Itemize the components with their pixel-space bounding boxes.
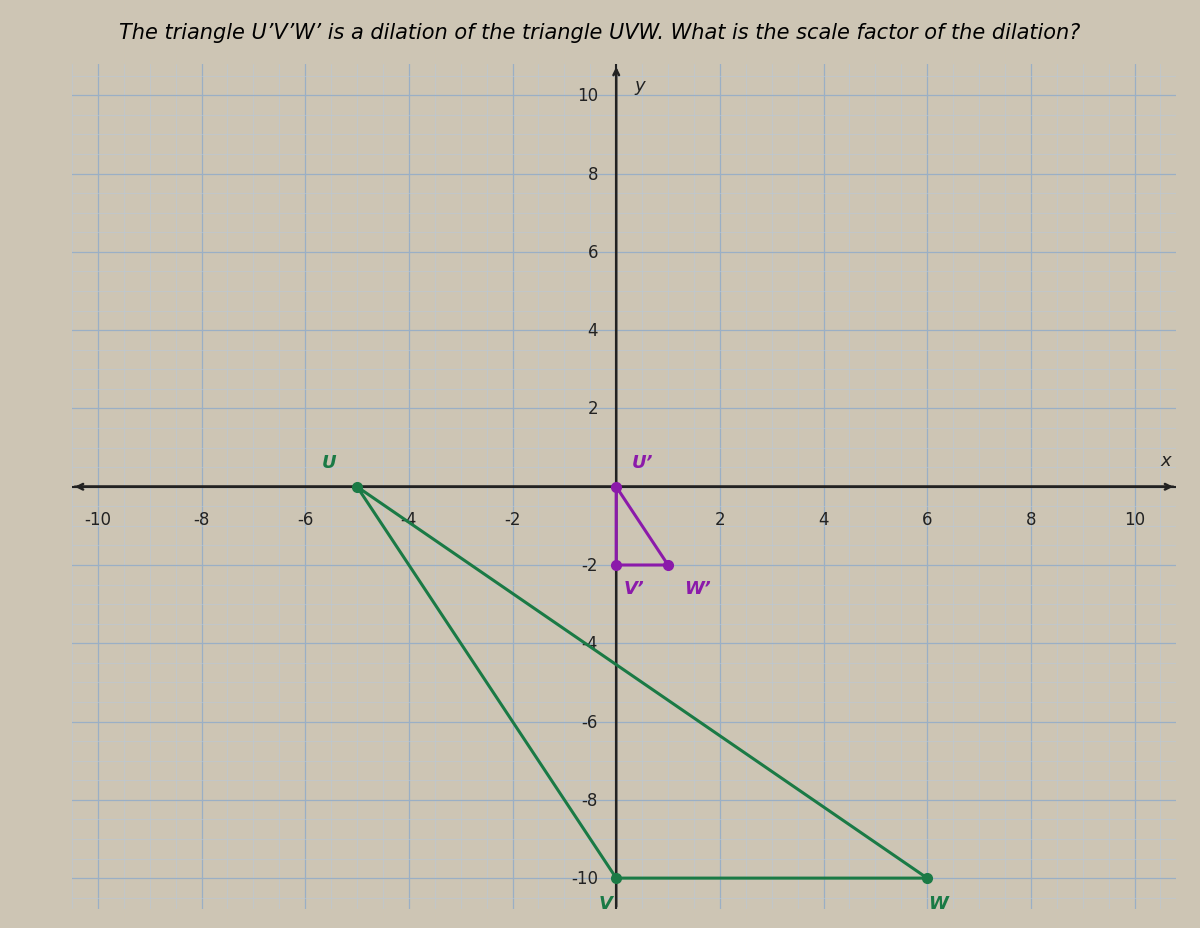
Text: -4: -4	[401, 510, 418, 529]
Text: -8: -8	[193, 510, 210, 529]
Text: -6: -6	[582, 713, 598, 730]
Text: U: U	[322, 454, 336, 471]
Text: U’: U’	[631, 454, 653, 471]
Text: 8: 8	[1026, 510, 1036, 529]
Text: W: W	[928, 894, 948, 912]
Text: V’: V’	[624, 579, 644, 597]
Text: -10: -10	[571, 870, 598, 887]
Text: The triangle U’V’W’ is a dilation of the triangle UVW. What is the scale factor : The triangle U’V’W’ is a dilation of the…	[119, 23, 1081, 44]
Text: 2: 2	[714, 510, 725, 529]
Text: 6: 6	[922, 510, 932, 529]
Text: 6: 6	[588, 244, 598, 262]
Text: 8: 8	[588, 165, 598, 184]
Text: 10: 10	[1124, 510, 1145, 529]
Text: -6: -6	[298, 510, 313, 529]
Text: -8: -8	[582, 791, 598, 809]
Text: 4: 4	[588, 322, 598, 340]
Text: W’: W’	[684, 579, 710, 597]
Text: 10: 10	[577, 87, 598, 105]
Text: 2: 2	[588, 400, 598, 418]
Text: -2: -2	[582, 557, 598, 574]
Text: -4: -4	[582, 635, 598, 652]
Text: -2: -2	[504, 510, 521, 529]
Text: V: V	[599, 894, 613, 912]
Text: x: x	[1160, 452, 1171, 470]
Text: y: y	[635, 77, 644, 95]
Text: 4: 4	[818, 510, 829, 529]
Text: -10: -10	[84, 510, 112, 529]
